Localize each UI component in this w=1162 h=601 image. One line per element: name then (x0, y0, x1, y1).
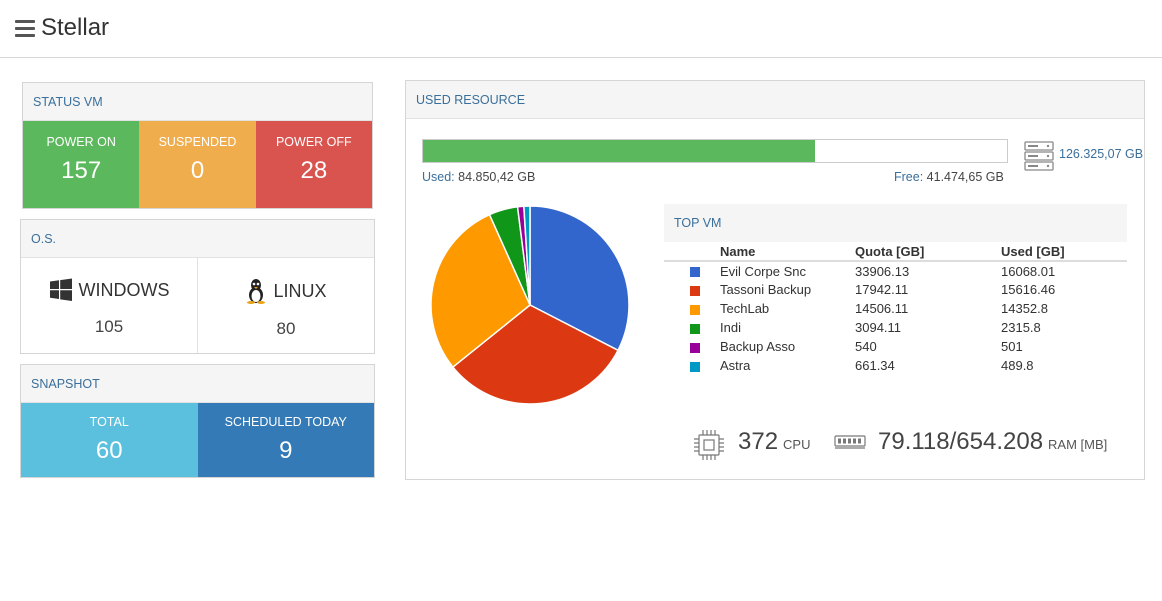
pie-slice[interactable] (523, 205, 531, 306)
legend-swatch (690, 342, 700, 353)
vm-used: 2315.8 (1001, 320, 1041, 335)
free-readout: Free: 41.474,65 GB (894, 170, 1004, 184)
top-vm-row: Evil Corpe Snc 33906.13 16068.01 (664, 261, 1127, 280)
snapshot-title: SNAPSHOT (21, 365, 374, 403)
linux-tux-icon (247, 279, 266, 304)
top-bar: Stellar (0, 0, 1162, 58)
ram-readout: 79.118/654.208 RAM [MB] (834, 428, 1107, 456)
vm-name: Evil Corpe Snc (720, 263, 806, 279)
col-name: Name (720, 242, 855, 262)
free-value: 41.474,65 GB (926, 170, 1004, 184)
windows-label: WINDOWS (78, 279, 170, 300)
windows-count: 105 (94, 317, 124, 336)
snapshot-total-tile[interactable]: TOTAL 60 (21, 403, 198, 477)
vm-quota: 33906.13 (855, 263, 910, 279)
vm-used: 16068.01 (1001, 263, 1056, 279)
app-title: Stellar (41, 14, 110, 41)
legend-swatch (690, 323, 700, 334)
snapshot-panel: SNAPSHOT TOTAL 60 SCHEDULED TODAY 9 (20, 364, 375, 478)
server-icon (1024, 141, 1054, 171)
cpu-readout: 372 CPU (692, 428, 811, 462)
snapshot-total-label: TOTAL (89, 415, 129, 429)
pie-slice[interactable] (529, 205, 630, 352)
vm-quota: 17942.11 (855, 282, 909, 297)
legend-swatch (690, 304, 700, 315)
vm-used: 15616.46 (1001, 282, 1056, 297)
power-off-tile[interactable]: POWER OFF 28 (255, 121, 372, 208)
snapshot-scheduled-tile[interactable]: SCHEDULED TODAY 9 (197, 403, 374, 477)
vm-name: Astra (720, 358, 751, 373)
ram-module-icon (834, 435, 866, 449)
vm-quota: 661.34 (855, 358, 895, 373)
free-label: Free: (894, 170, 924, 184)
vm-used: 489.8 (1001, 358, 1034, 373)
used-resource-panel: USED RESOURCE Used: 84.850,42 GB Free: 4… (405, 80, 1145, 480)
pie-slice[interactable] (430, 213, 531, 369)
cpu-chip-icon (694, 430, 724, 460)
linux-count: 80 (276, 319, 296, 338)
col-used: Used [GB] (1001, 242, 1127, 262)
total-storage: 126.325,07 GB (1059, 147, 1144, 161)
top-vm-row: Tassoni Backup 17942.11 15616.46 (664, 280, 1127, 299)
vm-quota: 14506.11 (855, 301, 909, 316)
power-on-tile[interactable]: POWER ON 157 (23, 121, 140, 208)
storage-progress-fill (423, 140, 816, 162)
snapshot-scheduled-label: SCHEDULED TODAY (224, 415, 347, 429)
vm-name: TechLab (720, 301, 770, 316)
hamburger-menu-icon[interactable] (15, 20, 35, 38)
os-title: O.S. (21, 220, 374, 258)
top-vm-row: Backup Asso 540 501 (664, 337, 1127, 356)
used-label: Used: (422, 170, 455, 184)
os-linux: LINUX 80 (197, 258, 374, 353)
suspended-label: SUSPENDED (158, 135, 237, 149)
os-windows: WINDOWS 105 (21, 258, 197, 353)
os-panel: O.S. WINDOWS 105 (20, 219, 375, 354)
used-value: 84.850,42 GB (458, 170, 536, 184)
vm-used: 501 (1001, 339, 1023, 354)
used-readout: Used: 84.850,42 GB (422, 170, 535, 184)
windows-icon (49, 278, 72, 301)
top-vm-title: TOP VM (664, 204, 1127, 242)
status-vm-title: STATUS VM (23, 83, 372, 121)
power-off-label: POWER OFF (275, 135, 352, 149)
cpu-unit: CPU (783, 437, 811, 452)
legend-swatch (690, 285, 700, 296)
ram-value: 79.118/654.208 (878, 428, 1044, 455)
power-off-value: 28 (300, 157, 328, 184)
storage-progress-bar (422, 139, 1008, 163)
power-on-label: POWER ON (46, 135, 116, 149)
ram-unit: RAM [MB] (1048, 437, 1108, 452)
vm-name: Tassoni Backup (720, 282, 812, 297)
suspended-value: 0 (190, 157, 205, 184)
status-vm-panel: STATUS VM POWER ON 157 SUSPENDED 0 POWER… (22, 82, 373, 209)
vm-quota: 3094.11 (855, 320, 902, 335)
cpu-value: 372 (738, 428, 779, 455)
used-resource-title: USED RESOURCE (406, 81, 1144, 119)
top-vm-section: TOP VM Name Quota [GB] Used [GB] Evil Co… (664, 204, 1127, 375)
snapshot-scheduled-value: 9 (279, 437, 293, 464)
legend-swatch (690, 267, 700, 278)
pie-slice[interactable] (451, 304, 620, 405)
top-vm-row: Indi 3094.11 2315.8 (664, 318, 1127, 337)
vm-quota: 540 (855, 339, 877, 354)
vm-name: Indi (720, 320, 741, 335)
snapshot-total-value: 60 (95, 437, 123, 464)
vm-used: 14352.8 (1001, 301, 1048, 316)
top-vm-row: TechLab 14506.11 14352.8 (664, 299, 1127, 318)
suspended-tile[interactable]: SUSPENDED 0 (139, 121, 256, 208)
col-quota: Quota [GB] (855, 242, 1001, 262)
top-vm-table: Name Quota [GB] Used [GB] Evil Corpe Snc… (664, 242, 1127, 375)
power-on-value: 157 (61, 157, 102, 184)
vm-name: Backup Asso (720, 339, 796, 354)
linux-label: LINUX (273, 280, 327, 301)
legend-swatch (690, 361, 700, 372)
top-vm-row: Astra 661.34 489.8 (664, 356, 1127, 375)
top-vm-pie-chart (430, 205, 630, 405)
